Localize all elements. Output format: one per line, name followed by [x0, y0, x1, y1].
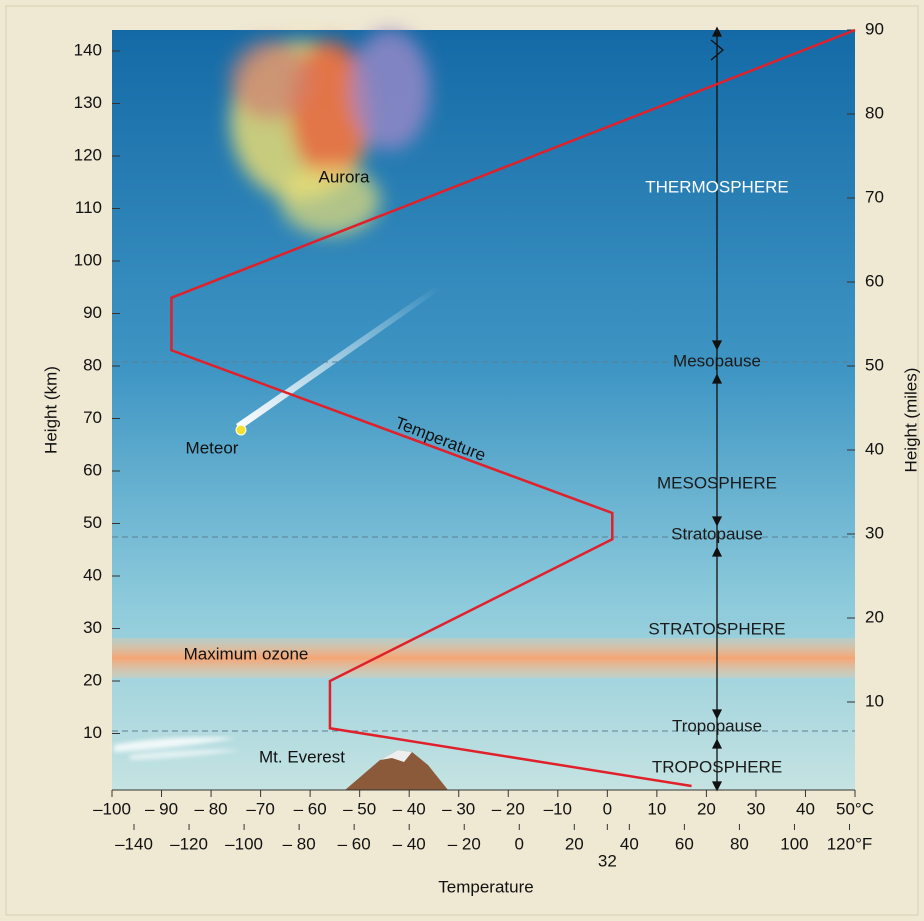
x-tick-label: –100: [93, 799, 131, 818]
y-tick-label: 40: [83, 565, 102, 584]
x2-tick-label: –100: [225, 834, 263, 853]
y-tick-label: 10: [83, 723, 102, 742]
y-tick-label: 110: [75, 198, 102, 217]
x-axis-label: Temperature: [438, 877, 533, 896]
x-tick-label: 30: [746, 799, 765, 818]
x-tick-label: – 40: [393, 799, 426, 818]
x-tick-label: 20: [697, 799, 716, 818]
x-tick-label: 50°C: [836, 799, 874, 818]
x2-tick-label: – 80: [283, 834, 316, 853]
y2-tick-label: 80: [865, 103, 884, 122]
y-axis-label: Height (km): [41, 366, 60, 454]
y-tick-label: 20: [83, 670, 102, 689]
y2-tick-label: 90: [865, 19, 884, 38]
x-tick-label: – 80: [195, 799, 228, 818]
x2-tick-label: 32: [598, 851, 617, 870]
x2-tick-label: 100: [780, 834, 808, 853]
aurora: [230, 30, 430, 235]
y2-axis-label: Height (miles): [901, 368, 920, 473]
annotation: Aurora: [318, 167, 370, 186]
y-tick-label: 120: [74, 145, 102, 164]
x2-tick-label: 60: [675, 834, 694, 853]
x2-tick-label: 80: [730, 834, 749, 853]
layer-label: Mesopause: [673, 351, 761, 370]
y-tick-label: 90: [83, 303, 102, 322]
layer-arrows: [710, 26, 725, 792]
x-tick-label: –10: [544, 799, 572, 818]
mountain: [345, 750, 448, 790]
y2-tick-label: 40: [865, 439, 884, 458]
x-tick-label: 40: [796, 799, 815, 818]
x-tick-label: – 20: [492, 799, 525, 818]
layer-label: MESOSPHERE: [657, 473, 777, 492]
annotation: Meteor: [186, 438, 239, 457]
x2-tick-label: – 40: [393, 834, 426, 853]
y2-tick-label: 20: [865, 607, 884, 626]
x-tick-label: – 50: [343, 799, 376, 818]
y-tick-label: 50: [83, 513, 102, 532]
layer-label: THERMOSPHERE: [645, 177, 789, 196]
layer-label: TROPOSPHERE: [652, 757, 782, 776]
mountain-snow: [380, 750, 412, 762]
x-tick-label: – 60: [294, 799, 327, 818]
layer-label: Tropopause: [672, 716, 762, 735]
x2-tick-label: 20: [565, 834, 584, 853]
y2-tick-label: 30: [865, 523, 884, 542]
x-tick-label: 0: [603, 799, 612, 818]
meteor: [235, 424, 247, 436]
x-tick-label: – 30: [442, 799, 475, 818]
y-tick-label: 100: [74, 250, 102, 269]
y-tick-label: 140: [74, 40, 102, 59]
y2-tick-label: 60: [865, 271, 884, 290]
y2-tick-label: 10: [865, 691, 884, 710]
y-tick-label: 130: [74, 93, 102, 112]
temperature-line: [170, 28, 856, 788]
x2-tick-label: 120°F: [827, 834, 873, 853]
ozone-band: [112, 638, 855, 678]
clouds: [114, 737, 240, 760]
x-tick-label: – 90: [145, 799, 178, 818]
annotation: Maximum ozone: [184, 644, 309, 663]
x-tick-label: 10: [647, 799, 666, 818]
y-tick-label: 70: [83, 408, 102, 427]
x2-tick-label: – 20: [448, 834, 481, 853]
y2-tick-label: 50: [865, 355, 884, 374]
y2-tick-label: 70: [865, 187, 884, 206]
x2-tick-label: – 60: [338, 834, 371, 853]
x2-tick-label: 40: [620, 834, 639, 853]
layer-label: STRATOSPHERE: [648, 619, 785, 638]
layer-label: Stratopause: [671, 524, 763, 543]
x2-tick-label: –120: [170, 834, 208, 853]
y-tick-label: 80: [83, 355, 102, 374]
y-tick-label: 30: [83, 618, 102, 637]
x2-tick-label: –140: [115, 834, 153, 853]
x-tick-label: –70: [246, 799, 274, 818]
x2-tick-label: 0: [515, 834, 524, 853]
annotation: Mt. Everest: [259, 747, 345, 766]
y-tick-label: 60: [83, 460, 102, 479]
